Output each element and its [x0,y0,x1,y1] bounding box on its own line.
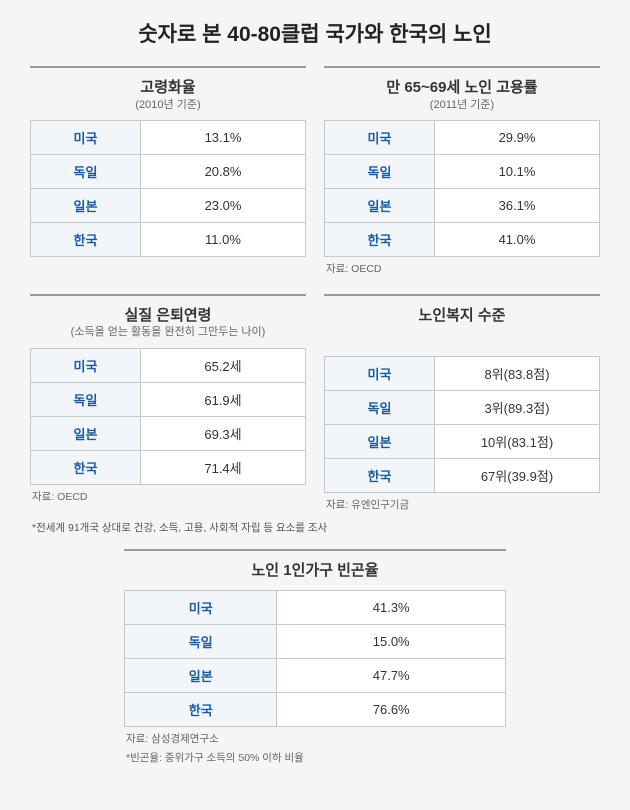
panel-poverty: 노인 1인가구 빈곤율 미국41.3% 독일15.0% 일본47.7% 한국76… [124,549,506,766]
country-cell: 독일 [325,390,435,424]
panel-retirement: 실질 은퇴연령 (소득을 얻는 활동을 완전히 그만두는 나이) 미국65.2세… [30,294,306,512]
table-row: 한국76.6% [125,693,506,727]
table-row: 미국41.3% [125,591,506,625]
value-cell: 20.8% [141,154,306,188]
source-welfare: 자료: 유엔인구기금 [324,497,600,512]
country-cell: 한국 [325,222,435,256]
country-cell: 미국 [31,120,141,154]
value-cell: 15.0% [277,625,506,659]
table-welfare: 미국8위(83.8점) 독일3위(89.3점) 일본10위(83.1점) 한국6… [324,356,600,493]
panel-aging-title: 고령화율 [30,66,306,98]
row-2: 실질 은퇴연령 (소득을 얻는 활동을 완전히 그만두는 나이) 미국65.2세… [30,294,600,512]
source-placeholder [30,261,306,273]
note-poverty: *빈곤율: 중위가구 소득의 50% 이하 비율 [124,750,506,765]
country-cell: 독일 [325,154,435,188]
value-cell: 3위(89.3점) [435,390,600,424]
table-row: 미국65.2세 [31,348,306,382]
panel-retirement-sub: (소득을 얻는 활동을 완전히 그만두는 나이) [30,325,306,339]
value-cell: 67위(39.9점) [435,458,600,492]
country-cell: 독일 [125,625,277,659]
table-row: 미국8위(83.8점) [325,356,600,390]
country-cell: 미국 [325,120,435,154]
table-row: 일본47.7% [125,659,506,693]
source-poverty: 자료: 삼성경제연구소 [124,731,506,746]
country-cell: 한국 [31,222,141,256]
country-cell: 한국 [325,458,435,492]
panel-poverty-title: 노인 1인가구 빈곤율 [124,549,506,591]
value-cell: 41.3% [277,591,506,625]
source-retirement: 자료: OECD [30,489,306,504]
table-row: 독일10.1% [325,154,600,188]
table-employment: 미국29.9% 독일10.1% 일본36.1% 한국41.0% [324,120,600,257]
country-cell: 미국 [31,348,141,382]
table-row: 미국29.9% [325,120,600,154]
row-3: 노인 1인가구 빈곤율 미국41.3% 독일15.0% 일본47.7% 한국76… [30,549,600,766]
infographic-container: 숫자로 본 40-80클럽 국가와 한국의 노인 고령화율 (2010년 기준)… [0,0,630,783]
panel-employment-title: 만 65~69세 노인 고용률 [324,66,600,98]
panel-retirement-title: 실질 은퇴연령 [30,294,306,326]
value-cell: 41.0% [435,222,600,256]
value-cell: 61.9세 [141,382,306,416]
table-row: 일본36.1% [325,188,600,222]
source-employment: 자료: OECD [324,261,600,276]
table-row: 미국13.1% [31,120,306,154]
country-cell: 한국 [31,450,141,484]
country-cell: 한국 [125,693,277,727]
value-cell: 8위(83.8점) [435,356,600,390]
row-1: 고령화율 (2010년 기준) 미국13.1% 독일20.8% 일본23.0% … [30,66,600,276]
table-row: 일본69.3세 [31,416,306,450]
value-cell: 76.6% [277,693,506,727]
table-row: 한국11.0% [31,222,306,256]
value-cell: 23.0% [141,188,306,222]
table-poverty: 미국41.3% 독일15.0% 일본47.7% 한국76.6% [124,590,506,727]
table-row: 한국71.4세 [31,450,306,484]
panel-aging-sub: (2010년 기준) [30,98,306,112]
country-cell: 일본 [125,659,277,693]
value-cell: 13.1% [141,120,306,154]
panel-employment: 만 65~69세 노인 고용률 (2011년 기준) 미국29.9% 독일10.… [324,66,600,276]
table-row: 한국41.0% [325,222,600,256]
table-row: 일본10위(83.1점) [325,424,600,458]
main-title: 숫자로 본 40-80클럽 국가와 한국의 노인 [30,18,600,48]
value-cell: 69.3세 [141,416,306,450]
value-cell: 10위(83.1점) [435,424,600,458]
value-cell: 71.4세 [141,450,306,484]
value-cell: 36.1% [435,188,600,222]
global-footnote: *전세계 91개국 상대로 건강, 소득, 고용, 사회적 자립 등 요소를 조… [32,520,600,535]
country-cell: 미국 [125,591,277,625]
country-cell: 일본 [31,416,141,450]
value-cell: 29.9% [435,120,600,154]
table-row: 독일3위(89.3점) [325,390,600,424]
table-row: 독일15.0% [125,625,506,659]
panel-welfare-sub [324,333,600,347]
value-cell: 11.0% [141,222,306,256]
panel-aging: 고령화율 (2010년 기준) 미국13.1% 독일20.8% 일본23.0% … [30,66,306,276]
country-cell: 독일 [31,154,141,188]
table-retirement: 미국65.2세 독일61.9세 일본69.3세 한국71.4세 [30,348,306,485]
panel-welfare: 노인복지 수준 미국8위(83.8점) 독일3위(89.3점) 일본10위(83… [324,294,600,512]
value-cell: 10.1% [435,154,600,188]
country-cell: 독일 [31,382,141,416]
country-cell: 미국 [325,356,435,390]
value-cell: 65.2세 [141,348,306,382]
country-cell: 일본 [31,188,141,222]
panel-employment-sub: (2011년 기준) [324,98,600,112]
panel-welfare-title: 노인복지 수준 [324,294,600,334]
value-cell: 47.7% [277,659,506,693]
country-cell: 일본 [325,188,435,222]
table-row: 독일61.9세 [31,382,306,416]
table-aging: 미국13.1% 독일20.8% 일본23.0% 한국11.0% [30,120,306,257]
table-row: 독일20.8% [31,154,306,188]
country-cell: 일본 [325,424,435,458]
table-row: 일본23.0% [31,188,306,222]
table-row: 한국67위(39.9점) [325,458,600,492]
